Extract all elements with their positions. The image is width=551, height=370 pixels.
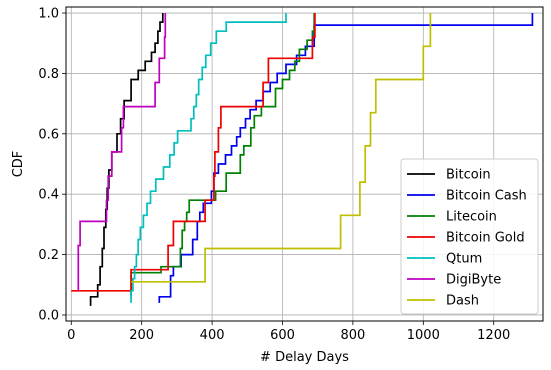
y-axis-label: CDF xyxy=(11,151,26,178)
series-line-digibyte xyxy=(77,13,167,291)
legend-label-bitcoin-gold: Bitcoin Gold xyxy=(446,231,525,246)
x-tick-label: 200 xyxy=(129,328,154,343)
x-tick-label: 1200 xyxy=(477,328,510,343)
series-line-bitcoin-gold xyxy=(71,13,316,292)
y-tick-label: 0.2 xyxy=(38,248,59,263)
y-tick-label: 0.8 xyxy=(38,67,59,82)
x-tick-label: 0 xyxy=(67,328,75,343)
series-line-bitcoin-cash xyxy=(158,13,534,303)
x-tick-label: 1000 xyxy=(407,328,440,343)
x-tick-label: 600 xyxy=(270,328,295,343)
legend-box xyxy=(400,158,539,315)
series-line-dash xyxy=(131,13,432,283)
legend-label-digibyte: DigiByte xyxy=(446,273,501,288)
legend: Bitcoin Bitcoin Cash Litecoin Bitcoin Gold Q… xyxy=(400,158,539,315)
series-line-litecoin xyxy=(130,13,316,297)
x-tick-label: 400 xyxy=(200,328,225,343)
legend-label-qtum: Qtum xyxy=(446,252,482,267)
y-tick-label: 0.6 xyxy=(38,127,59,142)
axis-ticks: 0 200 400 600 800 1000 1200 0.0 0.2 0.4 0.6 0.8 1.0 xyxy=(38,7,510,343)
series-line-qtum xyxy=(130,13,287,303)
legend-label-bitcoin: Bitcoin xyxy=(446,168,491,183)
legend-label-litecoin: Litecoin xyxy=(446,210,497,225)
series-line-bitcoin xyxy=(89,13,164,306)
y-tick-label: 0.0 xyxy=(38,308,59,323)
legend-label-dash: Dash xyxy=(446,294,479,309)
plot-frame xyxy=(65,6,544,322)
series-lines xyxy=(71,13,534,306)
x-tick-label: 800 xyxy=(340,328,365,343)
legend-label-bitcoin-cash: Bitcoin Cash xyxy=(446,189,527,204)
x-axis-label: # Delay Days xyxy=(260,350,349,365)
y-tick-label: 0.4 xyxy=(38,188,59,203)
y-tick-label: 1.0 xyxy=(38,7,59,22)
